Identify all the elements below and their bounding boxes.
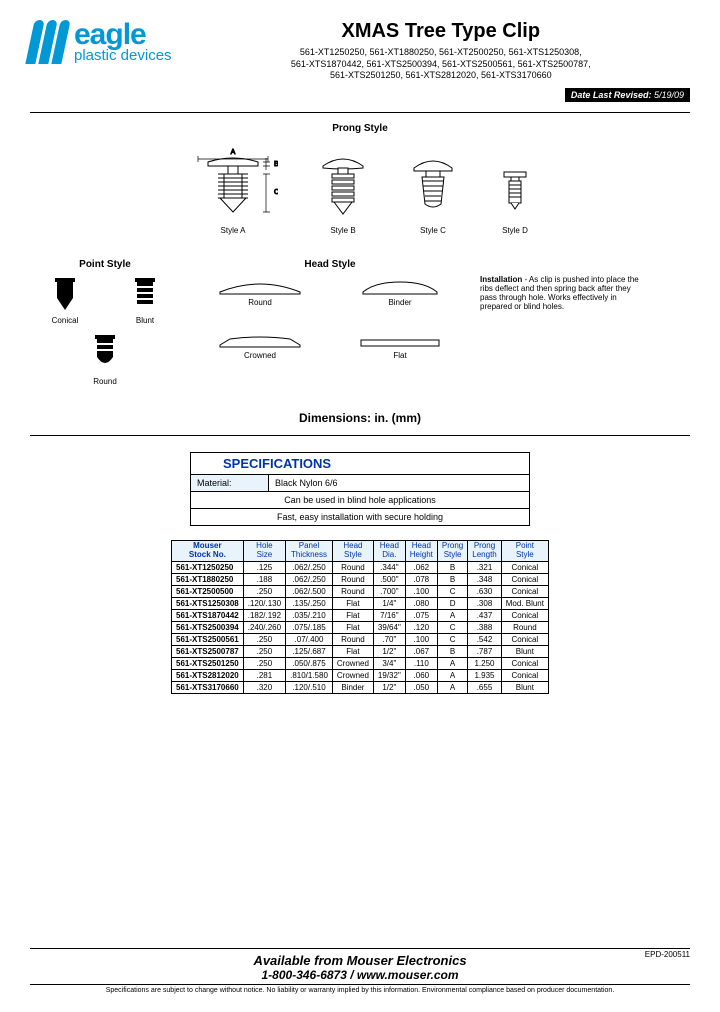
revised-bar: Date Last Revised: 5/19/09 [565,88,690,102]
table-header: ProngStyle [437,541,467,562]
table-row: 561-XTS2812020.281.810/1.580Crowned19/32… [172,669,549,681]
page-title: XMAS Tree Type Clip [192,20,690,43]
head-block: Head Style Round Binder Crowned Flat [200,255,460,360]
table-body: 561-XT1250250.125.062/.250Round.344".062… [172,561,549,693]
svg-text:B: B [274,161,278,168]
footer: Available from Mouser Electronics 1-800-… [30,944,690,994]
table-row: 561-XTS1870442.182/.192.035/.210Flat7/16… [172,609,549,621]
table-header: PanelThickness [286,541,333,562]
table-row: 561-XTS1250308.120/.130.135/.250Flat1/4"… [172,597,549,609]
logo-tagline: plastic devices [74,48,172,63]
table-header: PointStyle [501,541,548,562]
header: eagle plastic devices XMAS Tree Type Cli… [30,20,690,102]
spec-title: SPECIFICATIONS [191,453,529,474]
spec-line-2: Fast, easy installation with secure hold… [191,508,529,525]
footer-available: Available from Mouser Electronics 1-800-… [30,953,690,982]
prong-style-a: A B C Style A [188,144,278,235]
spec-material-label: Material: [191,475,269,491]
head-binder: Binder [355,274,445,307]
spec-line-1: Can be used in blind hole applications [191,491,529,508]
table-header: HeadHeight [405,541,437,562]
table-row: 561-XTS2500787.250.125/.687Flat1/2".067B… [172,645,549,657]
head-flat: Flat [355,327,445,360]
footer-note: Specifications are subject to change wit… [30,984,690,994]
spec-table: MouserStock No.HoleSizePanelThicknessHea… [171,540,549,694]
table-row: 561-XTS2500561.250.07/.400Round.70".100C… [172,633,549,645]
dimensions-label: Dimensions: in. (mm) [30,411,690,425]
table-header: HeadDia. [373,541,405,562]
head-crowned: Crowned [215,327,305,360]
point-round: Round [87,331,123,386]
title-block: XMAS Tree Type Clip 561-XT1250250, 561-X… [192,20,690,102]
table-header: HoleSize [243,541,285,562]
part-numbers: 561-XT1250250, 561-XT1880250, 561-XT2500… [192,47,690,82]
spec-material-value: Black Nylon 6/6 [269,475,344,491]
logo-mark [30,20,66,64]
mid-row: Point Style Conical Blunt Round Head Sty… [30,255,690,386]
installation-note: Installation - As clip is pushed into pl… [480,275,645,311]
point-blunt: Blunt [127,274,163,325]
table-header: ProngLength [468,541,501,562]
table-row: 561-XTS2501250.250.050/.875Crowned3/4".1… [172,657,549,669]
footer-doc-number: EPD-200511 [645,950,690,959]
table-row: 561-XT1880250.188.062/.250Round.500".078… [172,573,549,585]
logo-brand: eagle [74,21,172,48]
logo: eagle plastic devices [30,20,172,64]
prong-style-b: Style B [318,144,368,235]
point-conical: Conical [47,274,83,325]
point-block: Point Style Conical Blunt Round [30,255,180,386]
prong-row: A B C Style A Style B [30,144,690,235]
table-row: 561-XT1250250.125.062/.250Round.344".062… [172,561,549,573]
spec-box: SPECIFICATIONS Material: Black Nylon 6/6… [190,452,530,526]
prong-style-d: Style D [498,144,532,235]
head-round: Round [215,274,305,307]
table-header-row: MouserStock No.HoleSizePanelThicknessHea… [172,541,549,562]
prong-style-c: Style C [408,144,458,235]
table-row: 561-XTS2500394.240/.260.075/.185Flat39/6… [172,621,549,633]
table-header: MouserStock No. [172,541,244,562]
table-header: HeadStyle [332,541,373,562]
svg-text:C: C [274,189,278,196]
table-row: 561-XT2500500.250.062/.500Round.700".100… [172,585,549,597]
prong-section-label: Prong Style [30,123,690,134]
svg-text:A: A [231,149,236,156]
table-row: 561-XTS3170660.320.120/.510Binder1/2".05… [172,681,549,693]
